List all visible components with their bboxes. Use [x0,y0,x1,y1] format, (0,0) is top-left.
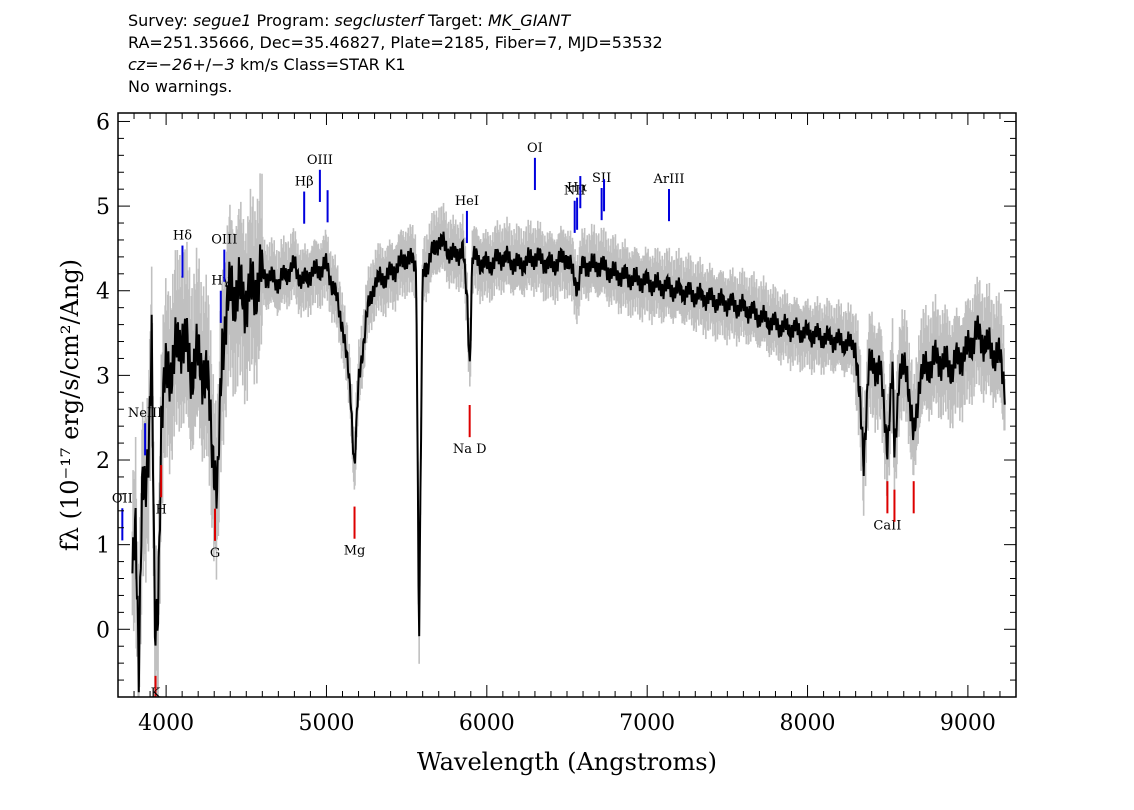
x-tick-label: 6000 [459,711,515,736]
target-prefix: Target: [422,11,488,30]
spectral-label-OIII-4363: OIII [211,233,237,248]
spectral-label-NaD: Na D [453,442,487,457]
header-line-warnings: No warnings. [128,77,233,96]
target-value: MK_GIANT [488,11,571,30]
cz-error: 3 [224,55,235,74]
cz-plusminus: +/− [192,55,225,74]
x-tick-label: 9000 [940,711,996,736]
spectral-label-Halpha: Hα [567,181,587,196]
program-value: segclusterf [334,11,423,30]
spectral-label-NeIII: NeIII [128,406,162,421]
spectral-label-Hdelta: Hδ [173,229,192,244]
spectrum-group [131,231,1006,693]
spectral-label-ArIII: ArIII [652,172,684,187]
spectral-label-OIII-4959: OIII [307,153,333,168]
spectral-label-SII-6716: SII [592,171,611,186]
spectral-label-Hbeta: Hβ [295,175,314,190]
y-tick-label: 3 [96,364,110,389]
y-tick-label: 2 [96,449,110,474]
y-tick-label: 4 [96,280,110,305]
cz-value: −26 [158,55,193,74]
y-tick-label: 5 [96,195,110,220]
survey-prefix: Survey: [128,11,193,30]
y-tick-label: 1 [96,534,110,559]
spectral-label-Hgamma: Hγ [211,274,230,289]
x-tick-label: 4000 [138,711,194,736]
spectrum-line [131,231,1006,693]
spectral-label-CaII-8498: CaII [873,518,901,533]
cz-prefix: cz= [128,55,159,74]
spectral-label-HeI: HeI [455,194,479,209]
cz-suffix: km/s Class=STAR K1 [234,55,406,74]
program-prefix: Program: [251,11,335,30]
spectral-label-OII: OII [112,491,133,506]
plot-axes: 4000 5000 6000 7000 8000 9000 0 1 2 3 4 5 6 [96,110,1017,736]
header-line-survey: Survey: segue1 Program: segclusterf Targ… [128,10,663,32]
header-line-redshift: cz=−26+/−3 km/s Class=STAR K1 [128,54,663,76]
x-tick-label: 8000 [780,711,836,736]
y-axis-title: fλ (10⁻¹⁷ erg/s/cm²/Ang) [56,259,84,551]
y-tick-label: 6 [96,110,110,135]
header-line-coordinates: RA=251.35666, Dec=35.46827, Plate=2185, … [128,33,663,52]
spectral-label-H: H [155,502,166,517]
spectrum-header: Survey: segue1 Program: segclusterf Targ… [128,10,663,98]
spectral-label-G: G [210,546,220,561]
spectral-label-OI: OI [527,141,543,156]
x-tick-label: 5000 [298,711,354,736]
y-tick-label: 0 [96,618,110,643]
spectral-label-Mg: Mg [344,544,366,559]
x-tick-label: 7000 [619,711,675,736]
error-band-group [131,173,1006,697]
spectral-label-K: K [151,686,161,701]
survey-value: segue1 [192,11,252,30]
x-axis-title: Wavelength (Angstroms) [417,748,717,776]
